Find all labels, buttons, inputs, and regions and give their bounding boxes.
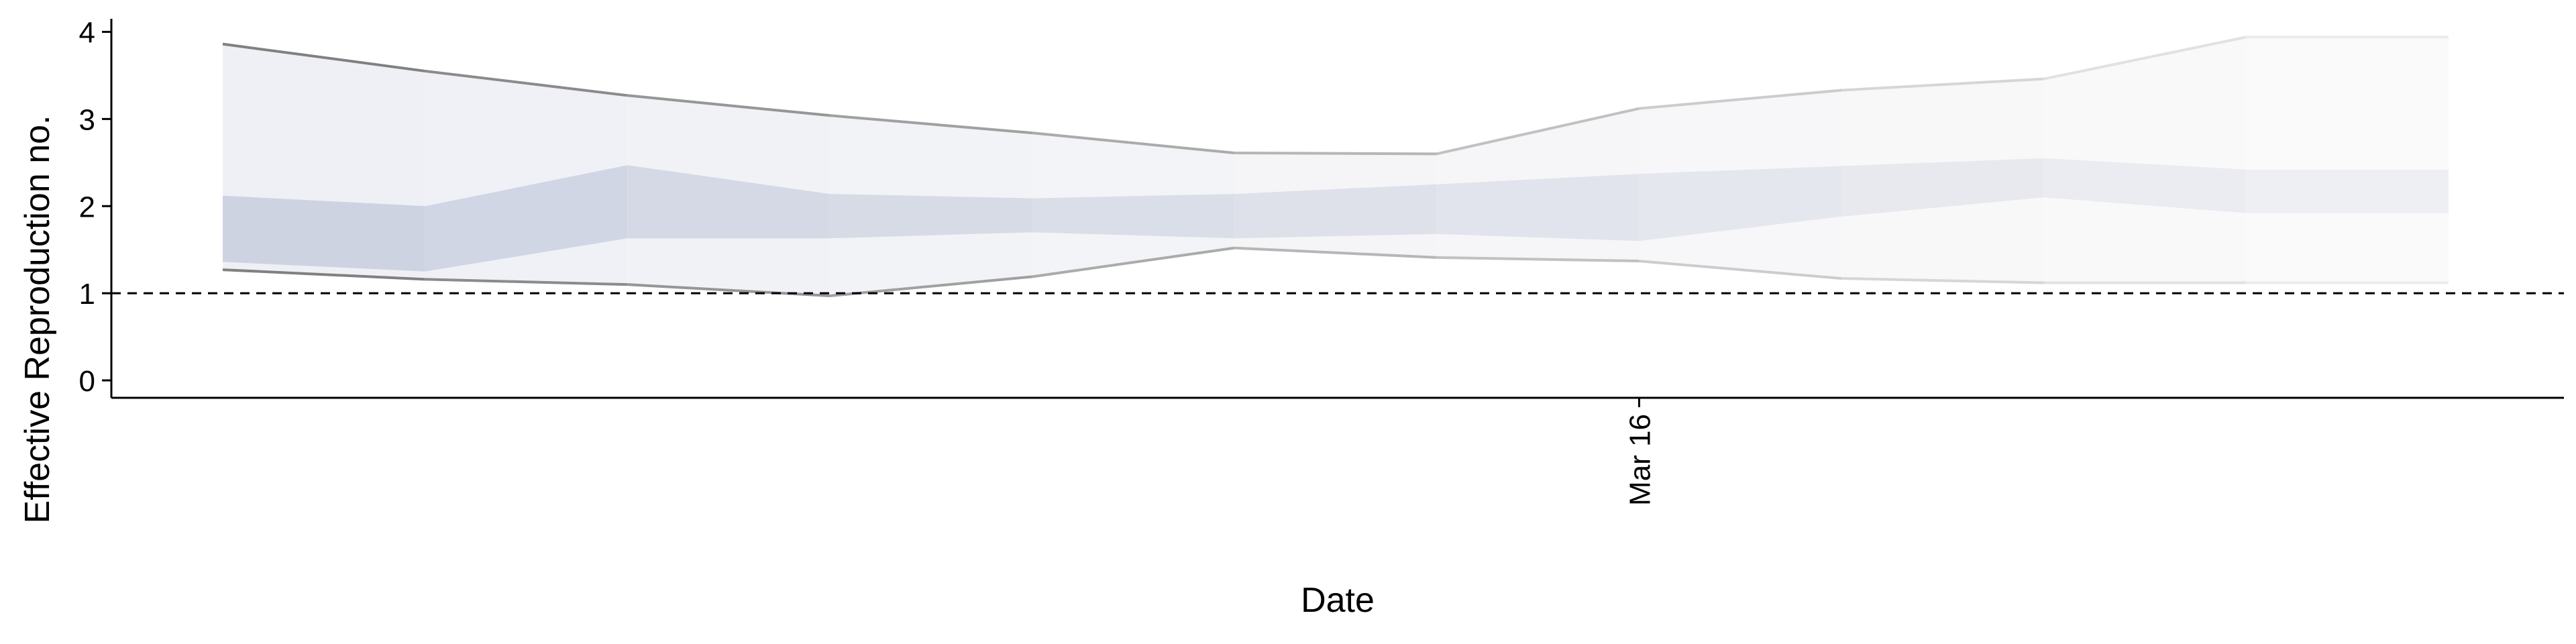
band-50-segment (1234, 184, 1437, 239)
upper-bound-segment (829, 114, 1032, 135)
y-axis-title: Effective Reproduction no. (18, 115, 57, 524)
upper-bound-segment (222, 42, 425, 72)
plot-bands (223, 37, 2449, 297)
x-axis-ticks: Mar 16 (1623, 398, 1656, 506)
upper-bound-segment (1639, 89, 1842, 110)
band-90-segment (2043, 37, 2247, 283)
lower-bound-segment (1841, 277, 2044, 284)
x-axis-title: Date (1301, 581, 1375, 620)
upper-bound-segment (425, 69, 628, 97)
band-50-segment (425, 165, 628, 272)
upper-bound-segment (2043, 36, 2247, 80)
band-50-segment (829, 194, 1032, 239)
y-tick-label: 0 (79, 365, 95, 398)
band-90-segment (2246, 37, 2449, 283)
upper-bound-segment (1436, 107, 1640, 156)
band-50-segment (2043, 158, 2247, 213)
x-tick-label: Mar 16 (1623, 414, 1656, 506)
band-50-segment (2246, 169, 2449, 213)
band-50-segment (1436, 174, 1640, 241)
upper-bound-segment (1234, 152, 1437, 156)
band-50-segment (1639, 166, 1842, 241)
upper-bound-segment (627, 94, 830, 117)
upper-bound-segment (1841, 77, 2044, 92)
lower-bound-segment (1436, 256, 1640, 263)
band-50-segment (1032, 194, 1235, 239)
y-tick-label: 4 (79, 16, 95, 49)
y-axis-ticks: 0 1 2 3 4 (79, 16, 111, 398)
band-50-segment (627, 165, 830, 239)
y-tick-label: 1 (79, 278, 95, 311)
lower-bound-segment (1032, 246, 1235, 278)
lower-bound-segment (1639, 260, 1842, 280)
band-50-segment (223, 195, 425, 272)
lower-bound-segment (829, 275, 1032, 298)
y-tick-label: 2 (79, 191, 95, 223)
lower-bound-segment (222, 268, 425, 281)
y-tick-label: 3 (79, 103, 95, 136)
lower-bound-segment (425, 278, 628, 286)
bound-lines (222, 36, 2449, 298)
upper-bound-segment (1032, 131, 1235, 155)
band-50-segment (1841, 158, 2044, 217)
lower-bound-segment (1234, 246, 1437, 259)
